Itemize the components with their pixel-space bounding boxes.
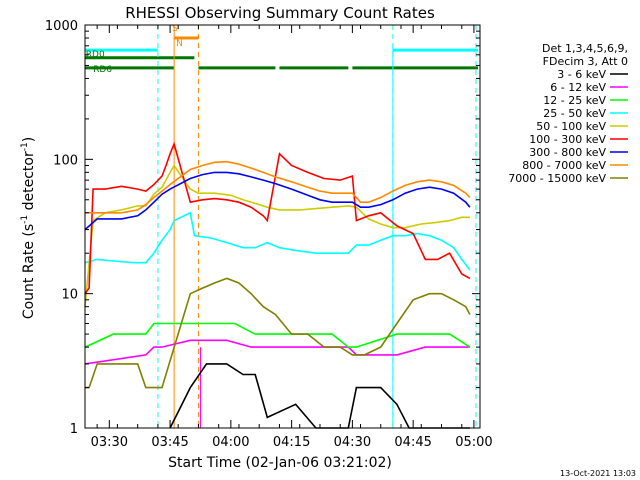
- y-axis-label-part: Count Rate (s: [21, 224, 37, 319]
- legend-entry-label: 12 - 25 keV: [543, 94, 606, 107]
- chart-title: RHESSI Observing Summary Count Rates: [125, 4, 435, 22]
- x-tick-label: 05:00: [455, 435, 492, 450]
- x-tick-label: 04:00: [212, 435, 249, 450]
- y-tick-label: 1000: [45, 19, 78, 34]
- y-axis-label: Count Rate (s-1 detector-1): [20, 137, 37, 319]
- x-tick-label: 04:15: [273, 435, 310, 450]
- legend-entry-label: 800 - 7000 keV: [522, 159, 606, 172]
- y-tick-label: 1: [70, 422, 78, 437]
- legend-header: FDecim 3, Att 0: [543, 55, 628, 68]
- axes: 1 10 100 1000 03:30 03:45 04:00 04:15 04:30 04:45…: [45, 19, 493, 450]
- legend-entry-label: 25 - 50 keV: [543, 107, 606, 120]
- y-axis-label-part: ): [21, 137, 37, 142]
- legend-entry-label: 3 - 6 keV: [557, 68, 606, 81]
- x-tick-label: 04:30: [334, 435, 371, 450]
- legend-entry-label: 7000 - 15000 keV: [508, 172, 606, 185]
- series-line-8: [85, 277, 471, 389]
- x-tick-label: 04:45: [394, 435, 431, 450]
- series-line-2: [84, 322, 471, 348]
- plot-frame: [84, 24, 481, 429]
- series-line-3: [84, 211, 471, 271]
- state-label-n: N: [176, 39, 183, 49]
- y-axis-label-superscript: -1: [20, 142, 30, 151]
- x-tick-label: 03:30: [91, 435, 128, 450]
- legend-entry-label: 300 - 800 keV: [529, 146, 606, 159]
- legend-entry-label: 50 - 100 keV: [536, 120, 606, 133]
- legend: Det 1,3,4,5,6,9,FDecim 3, Att 03 - 6 keV…: [508, 42, 628, 185]
- legend-entry-label: 6 - 12 keV: [550, 81, 606, 94]
- legend-entry-label: 100 - 300 keV: [529, 133, 606, 146]
- state-label-rd6: RD6: [93, 65, 112, 75]
- series-line-1: [84, 339, 470, 365]
- footer-timestamp: 13-Oct-2021 13:03: [560, 469, 636, 478]
- legend-header: Det 1,3,4,5,6,9,: [542, 42, 628, 55]
- x-axis-label: Start Time (02-Jan-06 03:21:02): [168, 455, 392, 471]
- y-tick-label: 100: [53, 153, 78, 168]
- state-label-rd0: RD0: [86, 50, 105, 60]
- series-line-6: [84, 171, 471, 231]
- y-axis-label-superscript: -1: [20, 215, 30, 224]
- y-tick-label: 10: [61, 288, 78, 303]
- series-line-0: [169, 363, 470, 429]
- y-axis-label-part: detector: [21, 151, 37, 215]
- series-line-7: [85, 160, 471, 214]
- series-line-5: [84, 141, 471, 295]
- x-tick-label: 03:45: [151, 435, 188, 450]
- state-label-s: S: [172, 24, 178, 34]
- plot-area: SN RD0 RD6: [84, 24, 478, 429]
